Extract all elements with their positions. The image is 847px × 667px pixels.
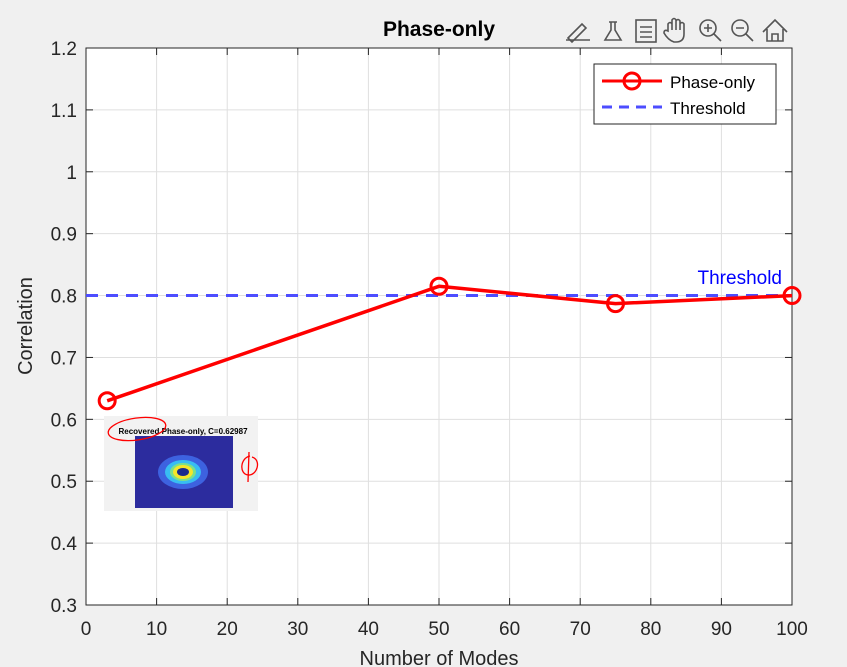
zoom-out-icon[interactable] bbox=[731, 19, 754, 42]
y-tick-labels: 0.3 0.4 0.5 0.6 0.7 0.8 0.9 1 1.1 1.2 bbox=[51, 39, 78, 617]
pan-icon[interactable] bbox=[663, 17, 685, 43]
phase-only-point bbox=[606, 294, 625, 314]
y-tick-label: 1.2 bbox=[51, 39, 77, 60]
zoom-in-icon[interactable] bbox=[699, 19, 722, 42]
y-tick-label: 0.3 bbox=[51, 596, 77, 617]
x-tick-label: 0 bbox=[81, 619, 92, 640]
series-layer bbox=[86, 276, 802, 411]
legend-label-threshold: Threshold bbox=[670, 99, 746, 118]
threshold-annotation: Threshold bbox=[698, 268, 783, 289]
y-tick-label: 0.7 bbox=[51, 348, 77, 369]
y-tick-label: 0.4 bbox=[51, 534, 78, 555]
chart-title: Phase-only bbox=[383, 18, 495, 41]
x-tick-labels: 0 10 20 30 40 50 60 70 80 90 100 bbox=[81, 619, 808, 640]
x-tick-label: 60 bbox=[499, 619, 520, 640]
y-tick-label: 0.5 bbox=[51, 472, 77, 493]
hand-drawn-circle bbox=[107, 416, 167, 442]
legend-label-phase-only: Phase-only bbox=[670, 73, 756, 92]
x-tick-label: 80 bbox=[640, 619, 661, 640]
y-tick-label: 1.1 bbox=[51, 101, 77, 122]
legend-marker-phase-only bbox=[622, 71, 642, 91]
x-tick-label: 100 bbox=[776, 619, 808, 640]
x-tick-label: 90 bbox=[711, 619, 732, 640]
axis-ticks bbox=[85, 47, 793, 606]
x-tick-label: 20 bbox=[217, 619, 238, 640]
datatip-icon[interactable] bbox=[635, 19, 657, 43]
phase-only-line bbox=[106, 284, 793, 403]
flask-icon[interactable] bbox=[603, 21, 623, 41]
legend-box bbox=[593, 63, 777, 125]
hand-drawn-phi-symbol bbox=[241, 451, 259, 483]
phase-only-point bbox=[97, 391, 117, 411]
inset-ring-core bbox=[177, 468, 189, 476]
brush-icon[interactable] bbox=[566, 22, 590, 44]
x-tick-label: 30 bbox=[287, 619, 308, 640]
legend[interactable]: Phase-only Threshold bbox=[593, 63, 777, 125]
y-tick-label: 0.9 bbox=[51, 225, 77, 246]
x-tick-label: 10 bbox=[146, 619, 167, 640]
phase-only-point bbox=[782, 286, 802, 306]
inset-image: Recovered Phase-only, C=0.62987 bbox=[104, 416, 259, 511]
inset-title: Recovered Phase-only, C=0.62987 bbox=[118, 427, 248, 436]
y-tick-label: 1 bbox=[66, 163, 77, 184]
x-axis-label: Number of Modes bbox=[360, 648, 519, 667]
axes-toolbar bbox=[566, 17, 788, 44]
y-axis-label: Correlation bbox=[15, 277, 37, 375]
phase-only-point bbox=[429, 276, 449, 296]
y-tick-label: 0.6 bbox=[51, 410, 77, 431]
x-tick-label: 50 bbox=[428, 619, 449, 640]
x-tick-label: 40 bbox=[358, 619, 379, 640]
x-tick-label: 70 bbox=[570, 619, 591, 640]
home-icon[interactable] bbox=[762, 18, 788, 42]
y-tick-label: 0.8 bbox=[51, 287, 77, 308]
